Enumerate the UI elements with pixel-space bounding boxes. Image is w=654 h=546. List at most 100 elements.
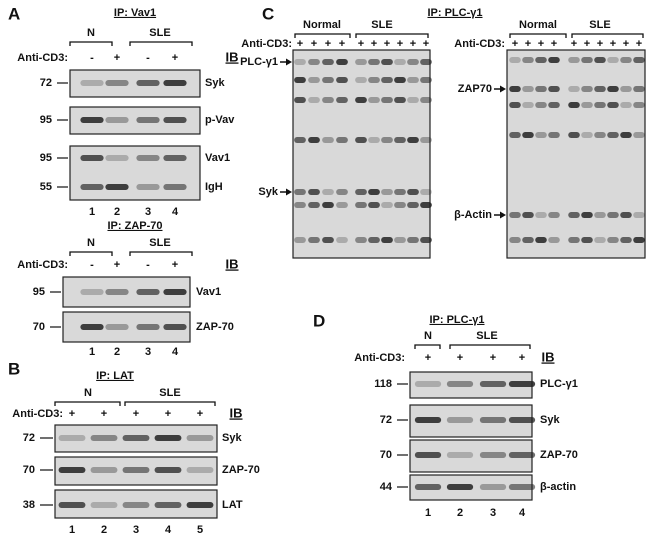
treatment-sign: - — [90, 52, 94, 64]
band — [368, 59, 380, 65]
band — [633, 86, 645, 92]
treatment-sign: + — [525, 38, 531, 50]
band — [522, 57, 534, 63]
band — [446, 381, 474, 387]
band — [607, 132, 619, 138]
band — [607, 237, 619, 243]
band — [355, 189, 367, 195]
treatment-sign: + — [571, 38, 577, 50]
band — [407, 189, 419, 195]
band — [446, 452, 474, 458]
band — [308, 189, 320, 195]
band — [105, 184, 129, 190]
protein-label: IgH — [205, 181, 223, 193]
band — [394, 97, 406, 103]
band — [105, 117, 129, 123]
band — [446, 417, 474, 423]
ib-label: IB — [226, 256, 239, 271]
band — [105, 324, 129, 330]
band — [607, 212, 619, 218]
protein-label: p-Vav — [205, 114, 235, 126]
band — [336, 189, 348, 195]
treatment-label: Anti-CD3: — [241, 38, 292, 50]
band — [568, 212, 580, 218]
band — [58, 467, 86, 473]
treatment-sign: + — [197, 408, 203, 420]
mw-label: 44 — [380, 481, 393, 493]
group-bracket — [124, 401, 216, 406]
band — [522, 237, 534, 243]
band — [414, 452, 442, 458]
treatment-sign: + — [384, 38, 390, 50]
band — [414, 381, 442, 387]
treatment-sign: - — [146, 52, 150, 64]
group-bracket — [509, 33, 567, 38]
band — [80, 289, 104, 295]
lane-number: 3 — [145, 206, 151, 218]
band — [509, 132, 521, 138]
band — [420, 59, 432, 65]
band — [535, 102, 547, 108]
marker-label: Syk — [258, 186, 278, 198]
treatment-sign: + — [325, 38, 331, 50]
mw-label: 72 — [23, 432, 35, 444]
lane-number: 1 — [69, 524, 75, 536]
band — [308, 137, 320, 143]
group-label: N — [424, 330, 432, 342]
band — [368, 137, 380, 143]
band — [336, 202, 348, 208]
group-bracket — [129, 41, 193, 46]
band — [620, 212, 632, 218]
mw-label: 72 — [40, 77, 52, 89]
protein-label: ZAP-70 — [540, 449, 578, 461]
band — [620, 102, 632, 108]
band — [80, 184, 104, 190]
marker-arrowhead — [286, 188, 292, 196]
treatment-label: Anti-CD3: — [17, 52, 68, 64]
ip-label: IP: PLC-γ1 — [429, 314, 484, 326]
treatment-sign: + — [339, 38, 345, 50]
band — [322, 77, 334, 83]
treatment-label: Anti-CD3: — [454, 38, 505, 50]
band — [594, 57, 606, 63]
treatment-sign: + — [538, 38, 544, 50]
group-label: SLE — [159, 387, 180, 399]
band — [620, 237, 632, 243]
lane-number: 4 — [172, 206, 179, 218]
band — [163, 155, 187, 161]
band — [594, 212, 606, 218]
treatment-sign: + — [490, 352, 496, 364]
band — [568, 102, 580, 108]
treatment-sign: + — [69, 408, 75, 420]
band — [633, 57, 645, 63]
lane-number: 2 — [114, 206, 120, 218]
marker-arrowhead — [500, 85, 506, 93]
treatment-sign: + — [610, 38, 616, 50]
band — [381, 59, 393, 65]
band — [407, 97, 419, 103]
treatment-sign: - — [90, 259, 94, 271]
panel-label: D — [313, 311, 325, 330]
band — [581, 212, 593, 218]
treatment-sign: + — [597, 38, 603, 50]
band — [548, 102, 560, 108]
group-label: N — [87, 237, 95, 249]
marker-arrowhead — [500, 211, 506, 219]
group-label: Normal — [303, 19, 341, 31]
band — [535, 237, 547, 243]
lane-number: 2 — [114, 346, 120, 358]
band — [163, 184, 187, 190]
marker-arrowhead — [286, 58, 292, 66]
band — [80, 155, 104, 161]
band — [446, 484, 474, 490]
band — [581, 57, 593, 63]
band — [509, 237, 521, 243]
band — [136, 117, 160, 123]
band — [394, 77, 406, 83]
band — [58, 435, 86, 441]
band — [308, 97, 320, 103]
band — [336, 59, 348, 65]
treatment-sign: + — [297, 38, 303, 50]
mw-label: 118 — [374, 378, 392, 390]
group-bracket — [69, 41, 113, 46]
